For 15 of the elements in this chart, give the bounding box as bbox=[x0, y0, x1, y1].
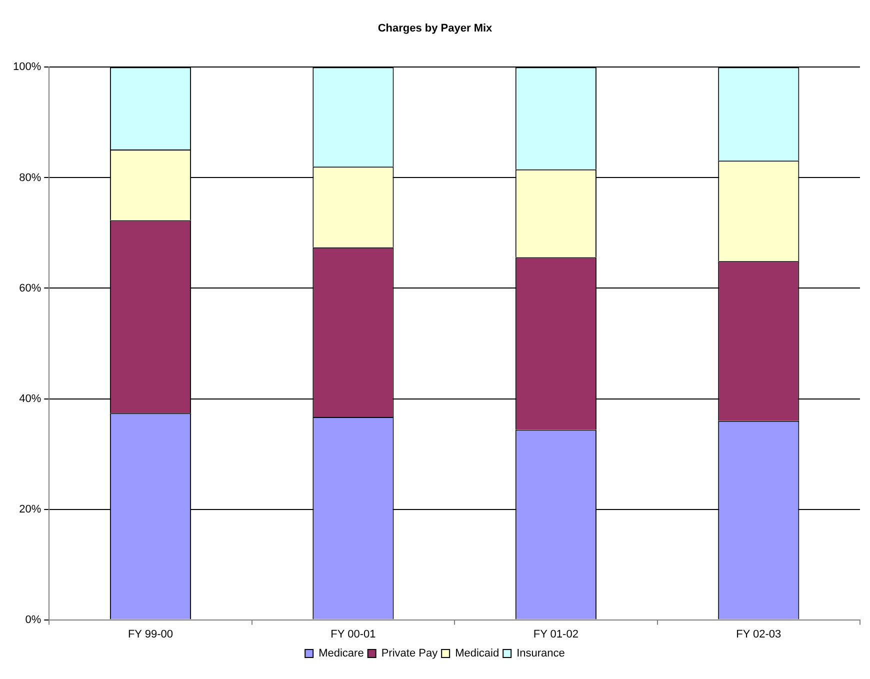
legend-label: Private Pay bbox=[381, 648, 438, 660]
y-tick-label: 20% bbox=[19, 503, 42, 516]
y-tick-label: 100% bbox=[12, 61, 42, 74]
x-tick-label: FY 00-01 bbox=[330, 628, 376, 640]
x-tick-label: FY 01-02 bbox=[533, 628, 578, 640]
legend-label: Insurance bbox=[516, 648, 565, 660]
y-tick-label: 0% bbox=[25, 614, 42, 626]
x-tick-label: FY 99-00 bbox=[128, 628, 174, 640]
legend-label: Medicaid bbox=[455, 648, 500, 660]
legend-label: Medicare bbox=[318, 648, 364, 660]
chart-title: Charges by Payer Mix bbox=[378, 22, 494, 35]
y-tick-label: 60% bbox=[19, 282, 42, 294]
y-tick-label: 80% bbox=[19, 172, 42, 184]
x-tick-label: FY 02-03 bbox=[736, 628, 782, 640]
y-tick-label: 40% bbox=[19, 392, 42, 405]
